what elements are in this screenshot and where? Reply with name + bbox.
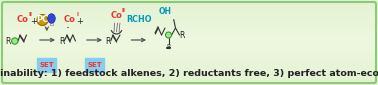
Text: I: I: [76, 12, 78, 18]
Text: ·: ·: [65, 23, 69, 36]
Bar: [0, 35, 378, 37]
Text: Co: Co: [64, 15, 76, 24]
Bar: [0, 38, 378, 40]
Bar: [0, 47, 378, 48]
Circle shape: [37, 15, 48, 26]
Text: Sustainability: 1) feedstock alkenes, 2) reductants free, 3) perfect atom-econom: Sustainability: 1) feedstock alkenes, 2)…: [0, 69, 378, 78]
Text: +: +: [77, 16, 84, 26]
Bar: [0, 51, 378, 52]
Bar: [0, 14, 378, 16]
Bar: [0, 1, 378, 3]
Bar: [0, 16, 378, 17]
Bar: [0, 21, 378, 23]
Bar: [0, 4, 378, 6]
Bar: [0, 78, 378, 79]
Bar: [0, 64, 378, 65]
Bar: [0, 17, 378, 18]
Text: II: II: [28, 12, 33, 18]
Text: R: R: [59, 36, 64, 45]
Bar: [0, 27, 378, 28]
Bar: [0, 81, 378, 82]
Bar: [0, 57, 378, 58]
Bar: [0, 3, 378, 4]
Text: OH: OH: [159, 7, 172, 16]
Text: PC: PC: [36, 15, 49, 24]
Bar: [0, 20, 378, 21]
Bar: [0, 45, 378, 47]
Bar: [0, 69, 378, 71]
Bar: [0, 44, 378, 45]
Bar: [0, 68, 378, 69]
Text: SET: SET: [87, 62, 102, 68]
Circle shape: [166, 32, 172, 38]
Text: R: R: [166, 45, 170, 49]
Text: R: R: [179, 31, 184, 40]
Bar: [0, 82, 378, 84]
Bar: [0, 10, 378, 11]
Bar: [0, 67, 378, 68]
Bar: [0, 65, 378, 67]
Bar: [0, 76, 378, 78]
Bar: [0, 31, 378, 33]
Text: R: R: [105, 36, 111, 45]
Bar: [0, 71, 378, 72]
Bar: [0, 18, 378, 20]
Bar: [0, 55, 378, 57]
Bar: [0, 74, 378, 75]
FancyBboxPatch shape: [37, 58, 56, 72]
Bar: [0, 28, 378, 30]
Bar: [0, 79, 378, 81]
Bar: [0, 41, 378, 42]
Bar: [0, 7, 378, 8]
Bar: [0, 8, 378, 10]
Bar: [0, 13, 378, 14]
Bar: [0, 48, 378, 50]
Text: Co: Co: [110, 11, 122, 19]
Bar: [0, 33, 378, 34]
FancyBboxPatch shape: [85, 58, 104, 72]
Bar: [0, 58, 378, 60]
Ellipse shape: [48, 14, 55, 23]
Bar: [0, 37, 378, 38]
Text: +: +: [30, 16, 37, 26]
Bar: [0, 52, 378, 54]
Bar: [0, 54, 378, 55]
Bar: [0, 84, 378, 85]
Bar: [0, 0, 378, 1]
Bar: [0, 42, 378, 44]
Bar: [0, 30, 378, 31]
Text: II: II: [122, 8, 126, 14]
Bar: [0, 34, 378, 35]
Bar: [0, 61, 378, 62]
Bar: [0, 59, 378, 61]
Bar: [0, 72, 378, 74]
Bar: [0, 24, 378, 25]
Bar: [0, 75, 378, 77]
Bar: [0, 40, 378, 41]
Circle shape: [12, 38, 18, 44]
Text: SET: SET: [39, 62, 54, 68]
Bar: [0, 62, 378, 64]
Bar: [0, 26, 378, 27]
Text: RCHO: RCHO: [126, 15, 152, 24]
Bar: [0, 23, 378, 24]
Bar: [0, 6, 378, 7]
Text: R: R: [5, 36, 10, 45]
Bar: [0, 50, 378, 51]
Bar: [0, 11, 378, 13]
Text: Co: Co: [17, 15, 29, 24]
